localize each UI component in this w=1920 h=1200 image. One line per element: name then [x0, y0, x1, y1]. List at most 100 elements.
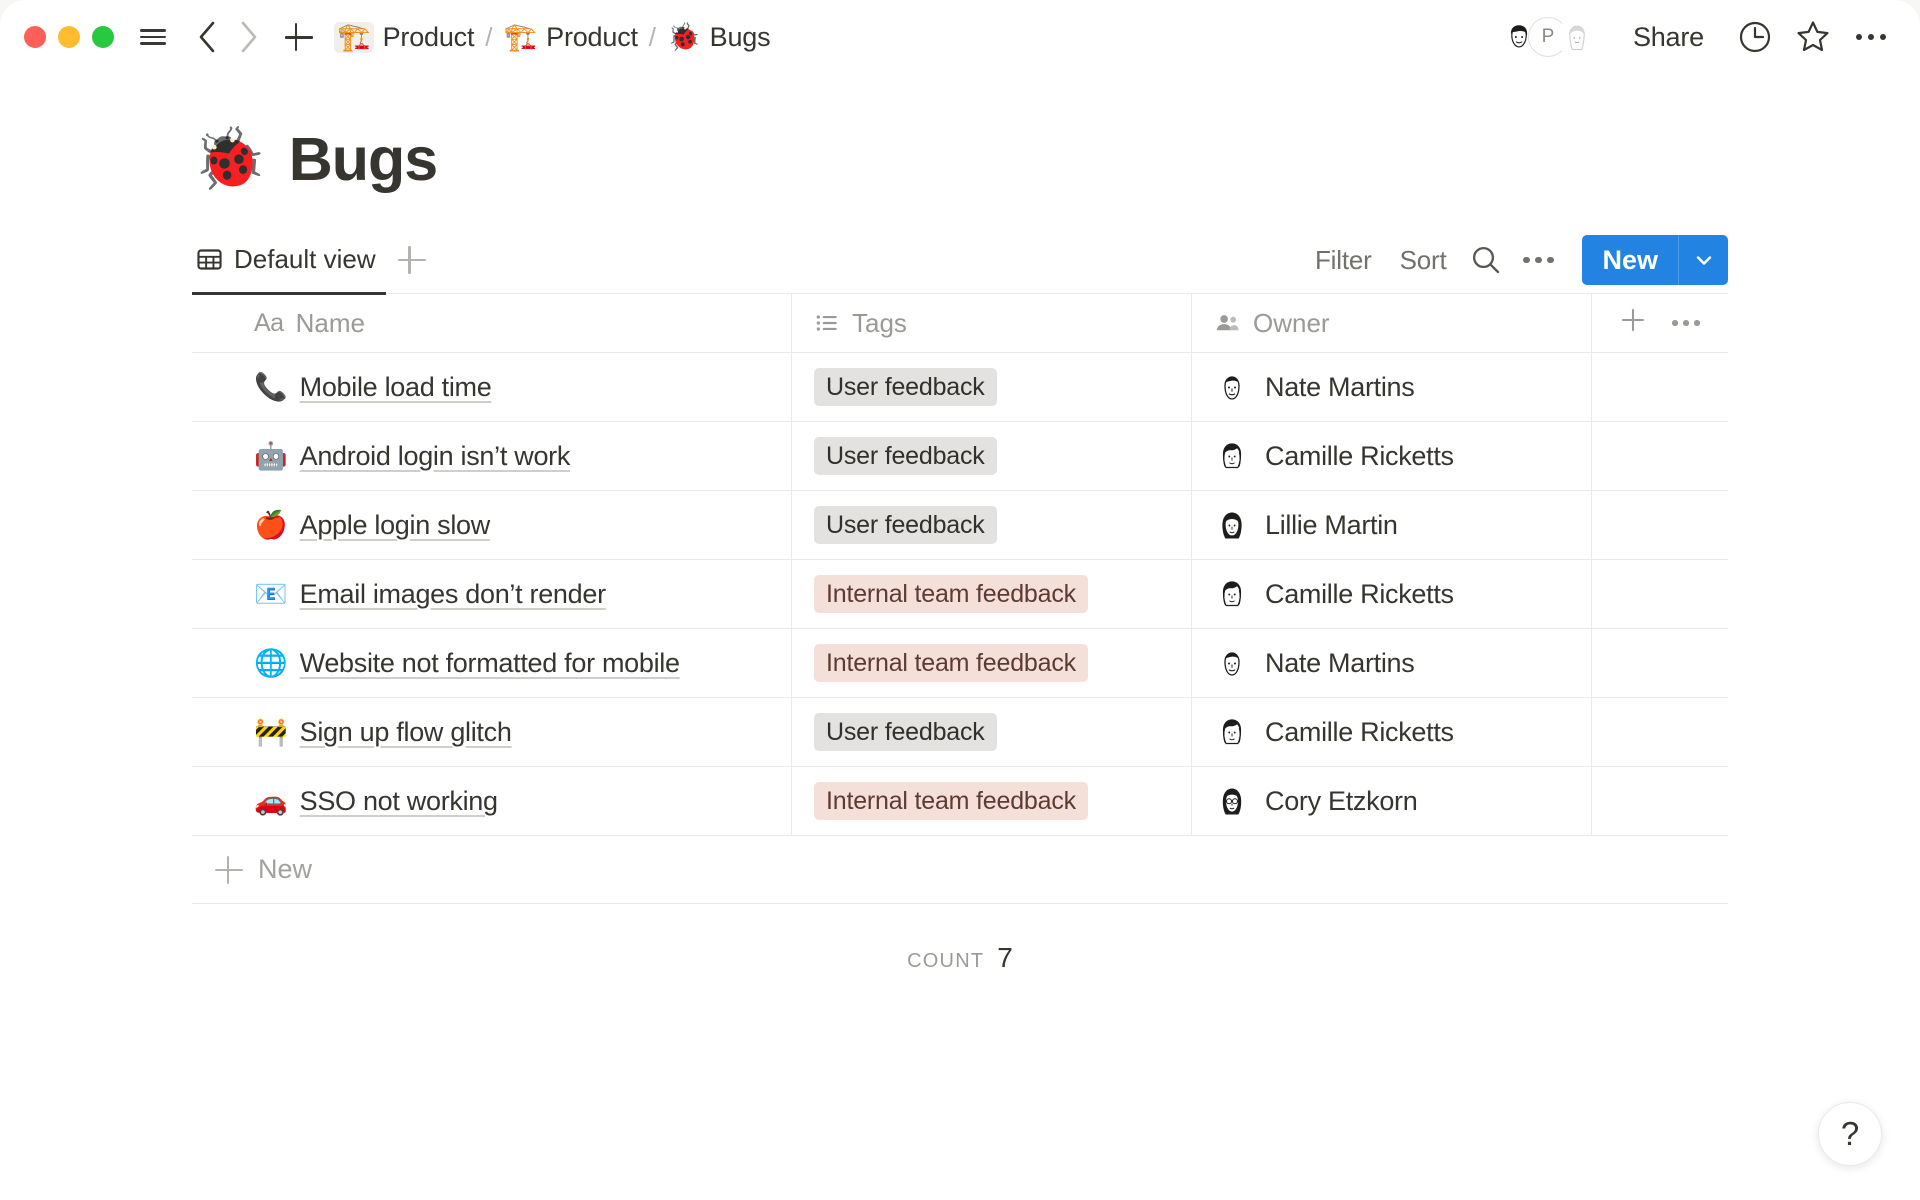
table-more-ellipsis-icon[interactable]	[1672, 320, 1700, 326]
owner-name: Cory Etzkorn	[1265, 785, 1418, 816]
sort-button[interactable]: Sort	[1399, 244, 1447, 275]
search-icon[interactable]	[1464, 238, 1508, 282]
cell-tags[interactable]: User feedback	[792, 353, 1192, 421]
row-title-link[interactable]: Email images don’t render	[299, 578, 606, 609]
cell-empty	[1592, 353, 1728, 421]
cell-name[interactable]: 🌐 Website not formatted for mobile	[192, 629, 792, 697]
row-count-summary[interactable]: COUNT 7	[192, 904, 1728, 974]
cell-tags[interactable]: Internal team feedback	[792, 767, 1192, 835]
table-grid-icon	[196, 246, 223, 273]
column-header-tags[interactable]: Tags	[792, 294, 1192, 352]
breadcrumb-separator: /	[648, 21, 657, 52]
cell-name[interactable]: 🤖 Android login isn’t work	[192, 422, 792, 490]
star-icon[interactable]	[1792, 16, 1834, 58]
share-button[interactable]: Share	[1632, 21, 1704, 52]
row-title-link[interactable]: Mobile load time	[299, 371, 492, 402]
chevron-left-icon[interactable]	[190, 20, 224, 54]
row-title-link[interactable]: Sign up flow glitch	[299, 716, 512, 747]
cell-owner[interactable]: Camille Ricketts	[1192, 698, 1592, 766]
chevron-down-icon[interactable]	[1678, 235, 1728, 285]
row-title-link[interactable]: Android login isn’t work	[299, 440, 571, 471]
table-row[interactable]: 🚧 Sign up flow glitch User feedback Camill…	[192, 698, 1728, 767]
cell-tags[interactable]: Internal team feedback	[792, 629, 1192, 697]
table-row[interactable]: 📧 Email images don’t render Internal team …	[192, 560, 1728, 629]
table-row[interactable]: 🚗 SSO not working Internal team feedback C…	[192, 767, 1728, 836]
crane-icon: 🏗️	[334, 21, 374, 53]
tab-default-view[interactable]: Default view	[192, 240, 386, 295]
view-more-ellipsis-icon[interactable]	[1516, 238, 1560, 282]
status-badge: User feedback	[814, 713, 997, 751]
column-header-owner[interactable]: Owner	[1192, 294, 1592, 352]
cell-name[interactable]: 📞 Mobile load time	[192, 353, 792, 421]
row-title-link[interactable]: Apple login slow	[299, 509, 491, 540]
ellipsis-icon[interactable]	[1850, 16, 1892, 58]
cell-name[interactable]: 📧 Email images don’t render	[192, 560, 792, 628]
cell-name[interactable]: 🚧 Sign up flow glitch	[192, 698, 792, 766]
count-label: COUNT	[907, 950, 985, 972]
table-header-row: Aa Name Tags	[192, 294, 1728, 353]
text-type-icon: Aa	[254, 308, 284, 337]
breadcrumb-item-bugs[interactable]: 🐞 Bugs	[667, 21, 771, 53]
filter-button[interactable]: Filter	[1315, 244, 1372, 275]
avatar[interactable]	[1556, 17, 1597, 57]
status-badge: Internal team feedback	[814, 782, 1088, 820]
close-window-button[interactable]	[24, 26, 46, 48]
new-page-plus-icon[interactable]	[282, 20, 316, 54]
collaborator-avatars[interactable]: P	[1498, 17, 1597, 57]
cell-owner[interactable]: Nate Martins	[1192, 629, 1592, 697]
breadcrumb-item-product-1[interactable]: 🏗️ Product	[334, 21, 474, 53]
row-emoji-icon: 🚧	[254, 716, 288, 747]
owner-name: Camille Ricketts	[1265, 716, 1454, 747]
row-title-link[interactable]: SSO not working	[299, 785, 498, 816]
breadcrumb-item-product-2[interactable]: 🏗️ Product	[504, 22, 638, 53]
cell-tags[interactable]: Internal team feedback	[792, 560, 1192, 628]
hamburger-icon[interactable]	[136, 20, 170, 54]
page-title[interactable]: Bugs	[288, 125, 438, 193]
cell-owner[interactable]: Lillie Martin	[1192, 491, 1592, 559]
minimize-window-button[interactable]	[58, 26, 80, 48]
column-header-name[interactable]: Aa Name	[192, 294, 792, 352]
add-view-plus-icon[interactable]	[392, 240, 432, 280]
table-row[interactable]: 📞 Mobile load time User feedback Nate Mart…	[192, 353, 1728, 422]
breadcrumb-label: Bugs	[709, 21, 771, 52]
add-column-plus-icon[interactable]	[1620, 307, 1646, 340]
cell-tags[interactable]: User feedback	[792, 491, 1192, 559]
status-badge: User feedback	[814, 368, 997, 406]
owner-name: Nate Martins	[1265, 371, 1415, 402]
plus-icon	[214, 855, 244, 885]
owner-name: Nate Martins	[1265, 647, 1415, 678]
table-row[interactable]: 🌐 Website not formatted for mobile Interna…	[192, 629, 1728, 698]
cell-tags[interactable]: User feedback	[792, 698, 1192, 766]
column-header-label: Tags	[852, 307, 907, 338]
maximize-window-button[interactable]	[92, 26, 114, 48]
avatar	[1214, 438, 1250, 474]
table-body: 📞 Mobile load time User feedback Nate Mart…	[192, 353, 1728, 836]
avatar-initial-letter: P	[1541, 26, 1555, 47]
new-button[interactable]: New	[1582, 235, 1678, 285]
titlebar-actions: P Share	[1498, 16, 1892, 58]
table-row[interactable]: 🍎 Apple login slow User feedback Lillie Ma…	[192, 491, 1728, 560]
new-record-button-group[interactable]: New	[1582, 235, 1728, 285]
cell-name[interactable]: 🚗 SSO not working	[192, 767, 792, 835]
cell-owner[interactable]: Nate Martins	[1192, 353, 1592, 421]
avatar	[1214, 576, 1250, 612]
clock-icon[interactable]	[1734, 16, 1776, 58]
row-emoji-icon: 🤖	[254, 440, 288, 471]
cell-owner[interactable]: Camille Ricketts	[1192, 560, 1592, 628]
database-table: Aa Name Tags	[192, 294, 1728, 904]
ladybug-icon[interactable]: 🐞	[192, 125, 267, 192]
add-row-button[interactable]: New	[192, 836, 1728, 904]
count-value: 7	[997, 942, 1013, 973]
table-row[interactable]: 🤖 Android login isn’t work User feedback C…	[192, 422, 1728, 491]
avatar	[1214, 369, 1250, 405]
row-title-link[interactable]: Website not formatted for mobile	[299, 647, 680, 678]
row-emoji-icon: 🍎	[254, 509, 288, 540]
chevron-right-icon[interactable]	[232, 20, 266, 54]
cell-empty	[1592, 698, 1728, 766]
cell-owner[interactable]: Cory Etzkorn	[1192, 767, 1592, 835]
help-button[interactable]: ?	[1818, 1102, 1882, 1166]
cell-name[interactable]: 🍎 Apple login slow	[192, 491, 792, 559]
cell-owner[interactable]: Camille Ricketts	[1192, 422, 1592, 490]
cell-tags[interactable]: User feedback	[792, 422, 1192, 490]
